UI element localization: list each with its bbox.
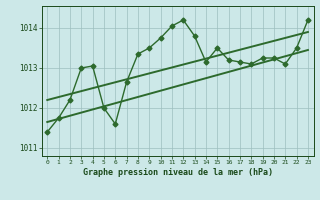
X-axis label: Graphe pression niveau de la mer (hPa): Graphe pression niveau de la mer (hPa) <box>83 168 273 177</box>
